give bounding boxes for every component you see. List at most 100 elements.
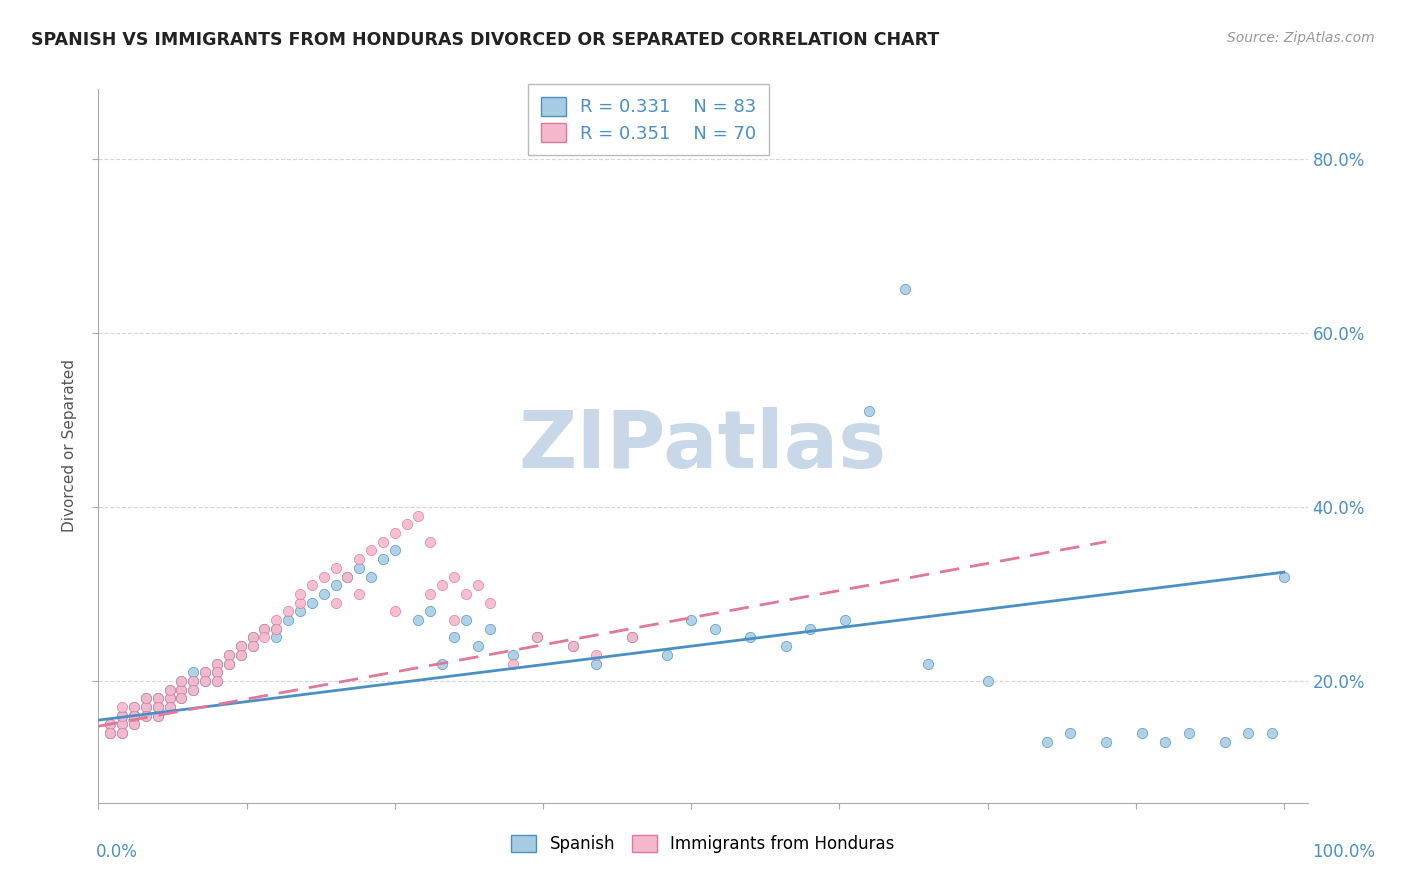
Point <box>1272 569 1295 583</box>
Point <box>371 534 394 549</box>
Point <box>347 561 370 575</box>
Point <box>146 691 169 706</box>
Point <box>681 613 703 627</box>
Point <box>98 717 121 731</box>
Point <box>419 534 441 549</box>
Point <box>98 717 121 731</box>
Point <box>135 708 157 723</box>
Point <box>135 700 157 714</box>
Point <box>347 552 370 566</box>
Point <box>347 587 370 601</box>
Text: SPANISH VS IMMIGRANTS FROM HONDURAS DIVORCED OR SEPARATED CORRELATION CHART: SPANISH VS IMMIGRANTS FROM HONDURAS DIVO… <box>31 31 939 49</box>
Point <box>146 700 169 714</box>
Point <box>111 708 134 723</box>
Point <box>858 404 880 418</box>
Y-axis label: Divorced or Separated: Divorced or Separated <box>62 359 77 533</box>
Point <box>242 639 264 653</box>
Point <box>834 613 856 627</box>
Text: Source: ZipAtlas.com: Source: ZipAtlas.com <box>1227 31 1375 45</box>
Point <box>585 648 607 662</box>
Point <box>146 700 169 714</box>
Point <box>253 631 276 645</box>
Point <box>146 700 169 714</box>
Point <box>170 682 193 697</box>
Point <box>194 673 217 688</box>
Point <box>170 691 193 706</box>
Point <box>135 708 157 723</box>
Point <box>288 587 311 601</box>
Point <box>98 726 121 740</box>
Point <box>408 613 430 627</box>
Point <box>336 569 359 583</box>
Point <box>253 622 276 636</box>
Point <box>561 639 583 653</box>
Point <box>229 648 252 662</box>
Point <box>111 717 134 731</box>
Point <box>301 596 323 610</box>
Point <box>242 639 264 653</box>
Point <box>1059 726 1081 740</box>
Point <box>135 691 157 706</box>
Point <box>740 631 762 645</box>
Point <box>205 673 228 688</box>
Point <box>111 717 134 731</box>
Point <box>277 604 299 618</box>
Point <box>242 631 264 645</box>
Point <box>502 648 524 662</box>
Point <box>111 708 134 723</box>
Point <box>194 673 217 688</box>
Point <box>146 708 169 723</box>
Point <box>1154 735 1177 749</box>
Point <box>159 691 181 706</box>
Point <box>1036 735 1059 749</box>
Point <box>288 604 311 618</box>
Point <box>181 665 204 680</box>
Text: ZIPatlas: ZIPatlas <box>519 407 887 485</box>
Point <box>159 691 181 706</box>
Point <box>395 517 418 532</box>
Point <box>170 682 193 697</box>
Point <box>620 631 643 645</box>
Point <box>288 596 311 610</box>
Point <box>301 578 323 592</box>
Point <box>325 596 347 610</box>
Point <box>585 657 607 671</box>
Point <box>432 578 454 592</box>
Point <box>181 682 204 697</box>
Point <box>478 596 501 610</box>
Point <box>170 673 193 688</box>
Point <box>312 587 335 601</box>
Point <box>325 578 347 592</box>
Point <box>122 708 145 723</box>
Point <box>325 561 347 575</box>
Point <box>478 622 501 636</box>
Point <box>135 700 157 714</box>
Point <box>205 657 228 671</box>
Point <box>205 665 228 680</box>
Point <box>181 682 204 697</box>
Point <box>159 682 181 697</box>
Point <box>467 578 489 592</box>
Point <box>122 708 145 723</box>
Point <box>454 587 477 601</box>
Point <box>122 717 145 731</box>
Point <box>205 673 228 688</box>
Point <box>620 631 643 645</box>
Point <box>98 726 121 740</box>
Point <box>371 552 394 566</box>
Point <box>135 691 157 706</box>
Point <box>1178 726 1201 740</box>
Point <box>454 613 477 627</box>
Point <box>122 708 145 723</box>
Point <box>205 657 228 671</box>
Point <box>194 665 217 680</box>
Point <box>419 604 441 618</box>
Point <box>703 622 725 636</box>
Point <box>181 673 204 688</box>
Point <box>146 691 169 706</box>
Point <box>312 569 335 583</box>
Point <box>976 673 998 688</box>
Point <box>111 700 134 714</box>
Point <box>181 673 204 688</box>
Point <box>1237 726 1260 740</box>
